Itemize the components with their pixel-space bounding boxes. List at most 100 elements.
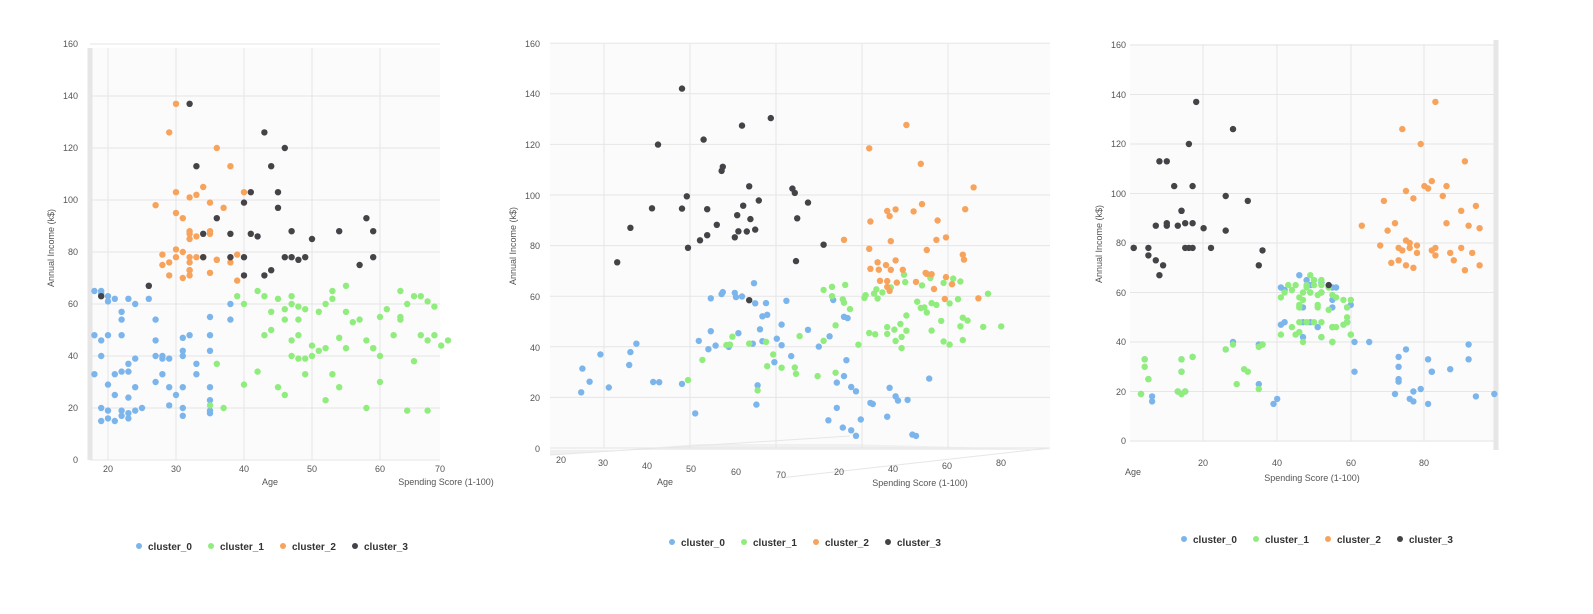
point-cluster-1[interactable] [261,332,268,339]
point-cluster-1[interactable] [254,287,261,295]
point-cluster-0[interactable] [1277,284,1285,291]
point-cluster-0[interactable] [152,337,159,344]
point-cluster-0[interactable] [840,372,848,380]
point-cluster-0[interactable] [118,412,125,419]
point-cluster-1[interactable] [892,337,899,345]
point-cluster-3[interactable] [1189,182,1196,190]
point-cluster-3[interactable] [718,167,725,175]
point-cluster-0[interactable] [179,352,186,360]
point-cluster-1[interactable] [322,397,329,404]
point-cluster-0[interactable] [118,308,125,315]
point-cluster-2[interactable] [1402,187,1410,195]
point-cluster-3[interactable] [247,230,254,237]
point-cluster-1[interactable] [1288,323,1296,331]
point-cluster-1[interactable] [729,333,736,340]
point-cluster-1[interactable] [308,352,316,360]
point-cluster-3[interactable] [704,206,711,213]
point-cluster-2[interactable] [866,145,873,152]
point-cluster-1[interactable] [946,300,953,307]
point-cluster-1[interactable] [1310,276,1318,284]
point-cluster-2[interactable] [1377,242,1384,249]
point-cluster-2[interactable] [1458,244,1465,252]
point-cluster-1[interactable] [832,322,839,329]
point-cluster-1[interactable] [840,299,848,306]
point-cluster-0[interactable] [104,381,112,388]
point-cluster-2[interactable] [179,248,186,256]
point-cluster-2[interactable] [234,251,241,258]
point-cluster-3[interactable] [752,226,759,233]
point-cluster-0[interactable] [1395,375,1402,383]
point-cluster-0[interactable] [1410,388,1417,395]
point-cluster-0[interactable] [1424,400,1432,408]
point-cluster-0[interactable] [884,413,891,420]
point-cluster-0[interactable] [98,404,105,412]
point-cluster-3[interactable] [261,129,268,136]
legend-item-cluster-1[interactable]: cluster_1 [220,542,264,553]
point-cluster-1[interactable] [424,337,431,344]
point-cluster-3[interactable] [1130,244,1137,252]
point-cluster-1[interactable] [342,282,350,289]
legend-item-cluster-2[interactable]: cluster_2 [825,538,869,549]
point-cluster-0[interactable] [597,351,604,358]
point-cluster-0[interactable] [152,378,159,386]
point-cluster-1[interactable] [938,317,945,325]
point-cluster-0[interactable] [179,334,186,341]
legend-item-cluster-3[interactable]: cluster_3 [897,538,941,549]
point-cluster-1[interactable] [302,355,309,362]
point-cluster-0[interactable] [91,287,98,295]
point-cluster-3[interactable] [678,205,686,212]
point-cluster-2[interactable] [1432,252,1439,259]
point-cluster-1[interactable] [1340,296,1347,304]
point-cluster-0[interactable] [1366,338,1373,346]
point-cluster-0[interactable] [678,380,686,388]
point-cluster-1[interactable] [872,331,879,338]
point-cluster-2[interactable] [933,236,940,244]
point-cluster-2[interactable] [206,199,214,206]
point-cluster-3[interactable] [747,215,754,223]
point-cluster-1[interactable] [1310,281,1318,289]
point-cluster-3[interactable] [1145,244,1152,252]
point-cluster-1[interactable] [336,334,343,341]
point-cluster-1[interactable] [726,341,734,348]
point-cluster-2[interactable] [206,269,214,276]
point-cluster-3[interactable] [261,272,268,279]
point-cluster-1[interactable] [846,305,854,313]
point-cluster-2[interactable] [1402,237,1410,244]
point-cluster-1[interactable] [342,345,350,352]
point-cluster-2[interactable] [918,200,926,208]
point-cluster-0[interactable] [145,295,152,302]
point-cluster-3[interactable] [1163,220,1171,227]
point-cluster-1[interactable] [1307,272,1314,279]
point-cluster-1[interactable] [336,384,343,391]
point-cluster-0[interactable] [125,415,132,422]
point-cluster-2[interactable] [928,271,935,278]
point-cluster-1[interactable] [1325,306,1332,313]
point-cluster-2[interactable] [874,259,881,266]
point-cluster-0[interactable] [125,368,132,375]
point-cluster-2[interactable] [1391,220,1399,227]
point-cluster-3[interactable] [200,230,207,237]
point-cluster-0[interactable] [159,371,166,378]
point-cluster-1[interactable] [884,323,891,331]
point-cluster-2[interactable] [866,245,873,252]
point-cluster-3[interactable] [186,100,193,108]
point-cluster-1[interactable] [295,355,302,362]
point-cluster-1[interactable] [322,300,329,308]
point-cluster-1[interactable] [1285,281,1292,289]
point-cluster-3[interactable] [735,228,742,235]
point-cluster-2[interactable] [1402,262,1410,269]
point-cluster-0[interactable] [1281,319,1288,326]
legend-item-cluster-0[interactable]: cluster_0 [681,538,725,549]
point-cluster-0[interactable] [111,295,119,302]
point-cluster-2[interactable] [220,204,227,211]
point-cluster-0[interactable] [1447,366,1454,373]
point-cluster-1[interactable] [914,298,921,305]
point-cluster-2[interactable] [1432,244,1439,252]
point-cluster-0[interactable] [712,342,719,349]
point-cluster-2[interactable] [959,251,966,258]
point-cluster-2[interactable] [1461,158,1469,165]
point-cluster-1[interactable] [814,372,821,380]
point-cluster-0[interactable] [778,321,785,328]
point-cluster-3[interactable] [1244,197,1252,205]
point-cluster-1[interactable] [302,306,309,313]
